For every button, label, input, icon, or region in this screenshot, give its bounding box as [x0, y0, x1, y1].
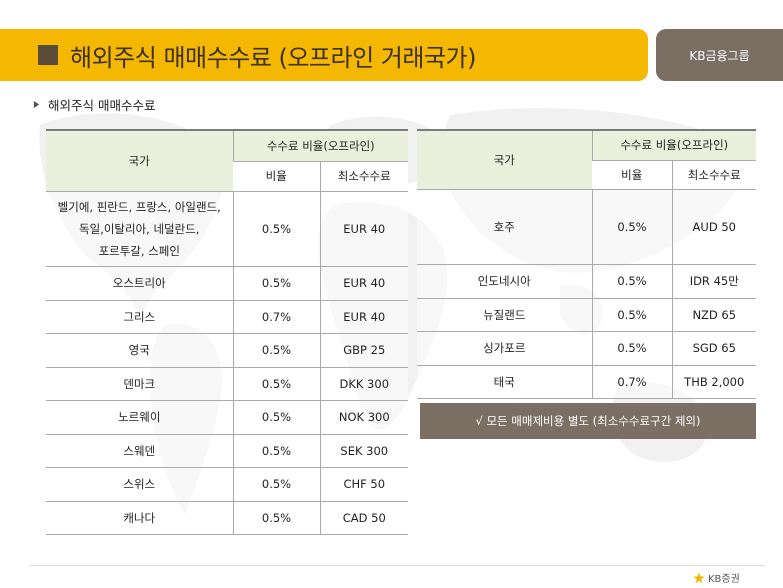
page-title: 해외주식 매매수수료 (오프라인 거래국가) — [70, 43, 476, 72]
min-fee-cell: GBP 25 — [319, 333, 408, 368]
min-fee-cell: NZD 65 — [671, 298, 756, 332]
rate-cell: 0.5% — [591, 264, 672, 299]
country-cell: 스웨덴 — [46, 434, 233, 468]
fee-table-left: 국가 수수료 비율(오프라인) 비율 최소수수료 벨기에, 핀란드, 프랑스, … — [46, 129, 408, 535]
col-header-rate: 비율 — [592, 160, 672, 190]
rate-cell: 0.5% — [591, 298, 672, 332]
min-fee-cell: AUD 50 — [671, 189, 756, 265]
min-fee-cell: NOK 300 — [319, 400, 408, 435]
table-row: 그리스 0.7% EUR 40 — [46, 300, 408, 334]
country-cell: 오스트리아 — [46, 266, 233, 301]
col-header-country: 국가 — [46, 130, 233, 192]
title-bar: 해외주식 매매수수료 (오프라인 거래국가) — [0, 29, 648, 81]
rate-cell: 0.5% — [232, 266, 320, 301]
rate-cell: 0.5% — [591, 189, 672, 265]
arrow-bullet-icon — [33, 100, 40, 109]
min-fee-cell: THB 2,000 — [671, 365, 756, 399]
rate-cell: 0.5% — [232, 467, 320, 502]
min-fee-cell: CHF 50 — [319, 467, 408, 502]
country-cell: 싱가포르 — [417, 331, 592, 366]
country-cell: 덴마크 — [46, 367, 233, 401]
country-cell: 인도네시아 — [417, 264, 592, 299]
country-line: 포르투갈, 스페인 — [98, 243, 180, 258]
col-header-country: 국가 — [417, 130, 592, 190]
rate-cell: 0.5% — [232, 367, 320, 401]
min-fee-cell: EUR 40 — [319, 191, 408, 267]
min-fee-cell: EUR 40 — [319, 300, 408, 334]
footer-logo-text: KB증권 — [708, 574, 740, 585]
section-title: 해외주식 매매수수료 — [48, 98, 156, 113]
rate-cell: 0.5% — [232, 501, 320, 535]
table-row: 싱가포르 0.5% SGD 65 — [417, 331, 756, 366]
rate-cell: 0.5% — [232, 434, 320, 468]
country-cell: 벨기에, 핀란드, 프랑스, 아일랜드, 독일,이탈리아, 네덜란드, 포르투갈… — [46, 191, 233, 267]
table-row: 오스트리아 0.5% EUR 40 — [46, 266, 408, 301]
min-fee-cell: SGD 65 — [671, 331, 756, 366]
min-fee-cell: SEK 300 — [319, 434, 408, 468]
rate-cell: 0.5% — [232, 333, 320, 368]
country-line: 벨기에, 핀란드, 프랑스, 아일랜드, — [57, 199, 221, 214]
country-cell: 영국 — [46, 333, 233, 368]
col-header-fee-group: 수수료 비율(오프라인) — [591, 130, 756, 161]
col-header-rate: 비율 — [233, 161, 320, 192]
table-row: 스웨덴 0.5% SEK 300 — [46, 434, 408, 468]
country-cell: 노르웨이 — [46, 400, 233, 435]
fee-note-banner: √ 모든 매매제비용 별도 (최소수수료구간 제외) — [420, 403, 756, 439]
col-header-min-fee: 최소수수료 — [671, 160, 756, 190]
country-line: 독일,이탈리아, 네덜란드, — [79, 221, 200, 236]
fee-table-right: 국가 수수료 비율(오프라인) 비율 최소수수료 호주 0.5% AUD 50 … — [417, 129, 756, 399]
col-header-min-fee: 최소수수료 — [319, 161, 408, 192]
table-row: 호주 0.5% AUD 50 — [417, 189, 756, 265]
min-fee-cell: CAD 50 — [319, 501, 408, 535]
rate-cell: 0.5% — [232, 400, 320, 435]
title-square-icon — [38, 45, 58, 65]
rate-cell: 0.5% — [591, 331, 672, 366]
table-row: 벨기에, 핀란드, 프랑스, 아일랜드, 독일,이탈리아, 네덜란드, 포르투갈… — [46, 191, 408, 267]
table-row: 태국 0.7% THB 2,000 — [417, 365, 756, 399]
rate-cell: 0.5% — [232, 191, 320, 267]
country-cell: 뉴질랜드 — [417, 298, 592, 332]
country-cell: 캐나다 — [46, 501, 233, 535]
country-cell: 호주 — [417, 189, 592, 265]
table-row: 영국 0.5% GBP 25 — [46, 333, 408, 368]
table-row: 캐나다 0.5% CAD 50 — [46, 501, 408, 535]
table-row: 덴마크 0.5% DKK 300 — [46, 367, 408, 401]
kb-star-logo-icon — [693, 572, 705, 583]
table-row: 스위스 0.5% CHF 50 — [46, 467, 408, 502]
country-cell: 스위스 — [46, 467, 233, 502]
table-row: 노르웨이 0.5% NOK 300 — [46, 400, 408, 435]
table-row: 인도네시아 0.5% IDR 45만 — [417, 264, 756, 299]
rate-cell: 0.7% — [232, 300, 320, 334]
footer-divider — [30, 565, 765, 566]
section-heading: 해외주식 매매수수료 — [32, 95, 155, 114]
min-fee-cell: DKK 300 — [319, 367, 408, 401]
country-cell: 태국 — [417, 365, 592, 399]
country-cell: 그리스 — [46, 300, 233, 334]
footer-logo: KB증권 — [693, 570, 740, 585]
table-row: 뉴질랜드 0.5% NZD 65 — [417, 298, 756, 332]
rate-cell: 0.7% — [591, 365, 672, 399]
min-fee-cell: IDR 45만 — [671, 264, 756, 299]
kb-group-badge: KB금융그룹 — [656, 29, 783, 81]
col-header-fee-group: 수수료 비율(오프라인) — [232, 130, 408, 162]
min-fee-cell: EUR 40 — [319, 266, 408, 301]
